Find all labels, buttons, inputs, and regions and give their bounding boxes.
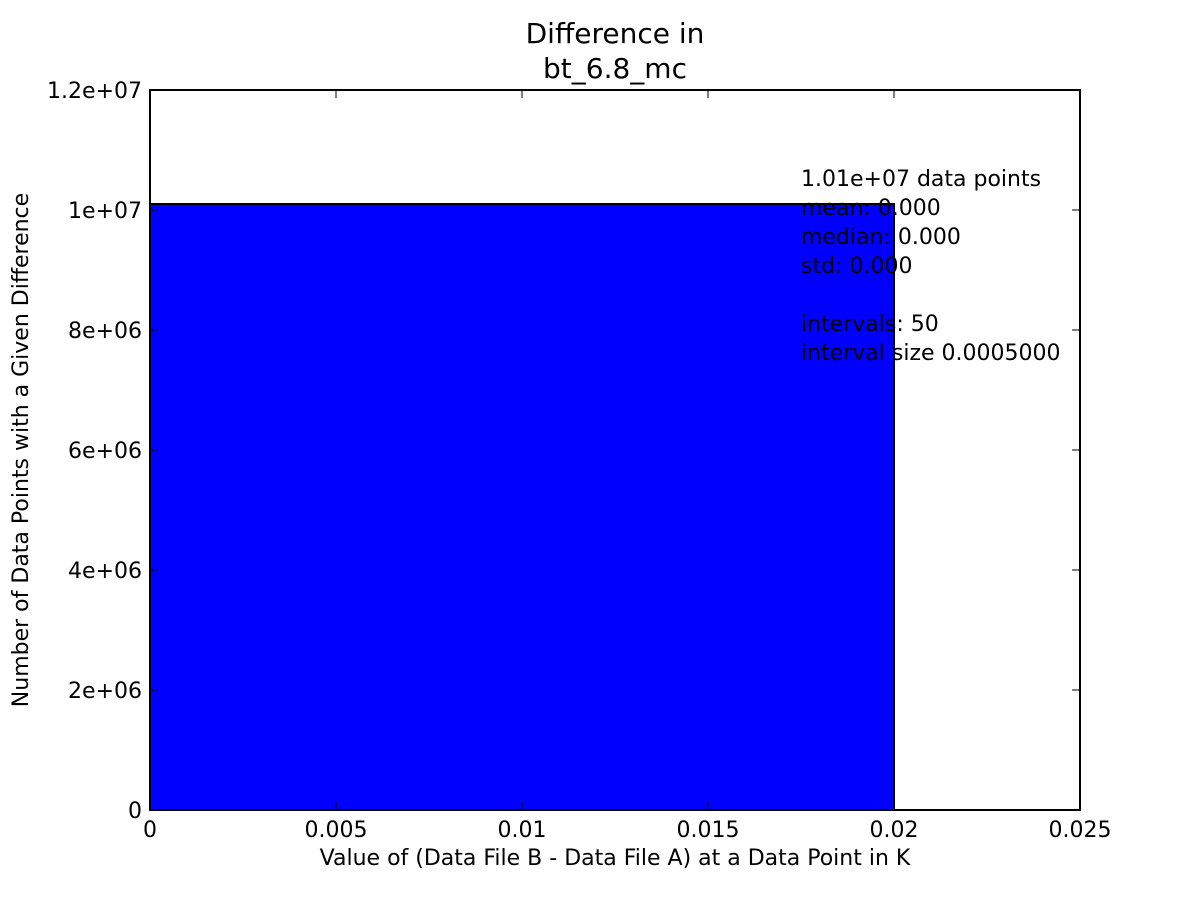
chart-title-line: bt_6.8_mc [543,52,687,85]
ticks-layer: 0 0.005 0.01 0.015 0.02 0.025 0 2e+06 4e+06 6e+06… [47,79,1111,843]
y-tick-label: 1.2e+07 [47,79,142,104]
y-tick-label: 1e+07 [68,199,142,224]
stats-annotation-line: interval size 0.0005000 [801,341,1061,366]
x-tick-label: 0.01 [498,818,547,843]
histogram-bar [149,203,895,811]
y-tick-label: 0 [128,799,142,824]
y-tick-label: 4e+06 [68,559,142,584]
chart-title-line: Difference in [526,17,705,50]
x-axis-label: Value of (Data File B - Data File A) at … [320,846,911,871]
stats-annotation-line: intervals: 50 [801,312,939,337]
stats-annotation-line: 1.01e+07 data points [801,167,1041,192]
stats-annotation-line: mean: 0.000 [801,196,941,221]
bars-layer [149,203,895,811]
y-tick-label: 6e+06 [68,439,142,464]
y-tick-label: 2e+06 [68,679,142,704]
x-tick-label: 0.025 [1049,818,1112,843]
stats-annotation-line: std: 0.000 [801,254,912,279]
y-axis-label: Number of Data Points with a Given Diffe… [9,193,34,707]
stats-annotation: 1.01e+07 data points mean: 0.000 median: 0… [801,167,1061,366]
stats-annotation-line: median: 0.000 [801,225,961,250]
x-tick-label: 0 [143,818,157,843]
y-tick-label: 8e+06 [68,319,142,344]
x-tick-label: 0.005 [305,818,368,843]
x-tick-label: 0.015 [677,818,740,843]
x-tick-label: 0.02 [870,818,919,843]
